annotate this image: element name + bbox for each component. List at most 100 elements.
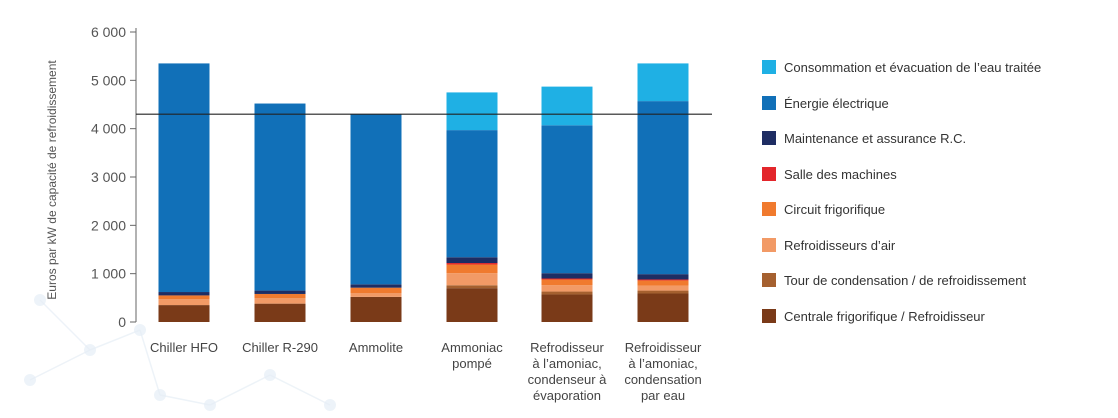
bar-segment	[254, 103, 306, 291]
decoration-edge	[139, 329, 161, 396]
x-category-label-line: condensation	[624, 372, 701, 387]
bar-segment	[158, 295, 210, 300]
background-network-decoration	[24, 294, 336, 411]
y-axis-title: Euros par kW de capacité de refroidissem…	[45, 60, 59, 300]
x-category-label-line: évaporation	[533, 388, 601, 403]
legend-label: Consommation et évacuation de l’eau trai…	[784, 59, 1042, 75]
decoration-edge	[159, 394, 211, 406]
bar-segment	[158, 292, 210, 296]
x-category-label: Chiller R-290	[242, 340, 318, 355]
y-tick-label: 2 000	[91, 217, 126, 233]
x-category-label-line: par eau	[641, 388, 685, 403]
bar-segment	[541, 279, 593, 286]
bar-segment	[637, 285, 689, 291]
legend-item: Maintenance et assurance R.C.	[762, 129, 966, 147]
y-tick-label: 3 000	[91, 169, 126, 185]
bar-segment	[541, 125, 593, 274]
y-tick-label: 0	[118, 314, 126, 330]
bar-segment	[637, 280, 689, 286]
bar-segment	[446, 92, 498, 131]
bar-segment	[541, 291, 593, 295]
x-category-label-line: Refrodisseur	[530, 340, 604, 355]
legend-label: Tour de condensation / de refroidissemen…	[784, 272, 1027, 288]
x-axis-labels: Chiller HFO Chiller R-290 Ammolite Ammoniac…	[150, 340, 702, 403]
decoration-edge	[269, 374, 331, 406]
legend-label: Circuit frigorifique	[784, 201, 886, 217]
bar-segment	[350, 284, 402, 288]
x-category-label-line: à l’amoniac,	[532, 356, 601, 371]
x-category-label-line: pompé	[452, 356, 492, 371]
bar-segment	[541, 86, 593, 126]
legend-swatch	[762, 167, 776, 181]
y-tick-label: 1 000	[91, 266, 126, 282]
legend-swatch	[762, 273, 776, 287]
legend-item: Tour de condensation / de refroidissemen…	[762, 271, 1026, 289]
legend-swatch	[762, 60, 776, 74]
legend-item: Refroidisseurs d’air	[762, 236, 895, 254]
x-category-label: Ammolite	[349, 340, 403, 355]
legend-swatch	[762, 131, 776, 145]
legend-label: Salle des machines	[784, 166, 897, 182]
x-category-label: Chiller HFO	[150, 340, 218, 355]
legend-swatch	[762, 202, 776, 216]
bar-segment	[541, 278, 593, 280]
bar-segment	[350, 114, 402, 285]
bar-segment	[446, 273, 498, 286]
bar-segment	[254, 303, 306, 322]
decoration-edge	[39, 299, 91, 351]
bar-segment	[541, 285, 593, 292]
legend-label: Énergie électrique	[784, 95, 889, 111]
bar-segment	[637, 290, 689, 294]
legend-swatch	[762, 309, 776, 323]
bar-segment	[446, 285, 498, 289]
bar-segment	[350, 296, 402, 322]
bar-segment	[446, 288, 498, 322]
bar-segment	[637, 279, 689, 281]
x-category-label-line: à l’amoniac,	[628, 356, 697, 371]
legend-item: Salle des machines	[762, 165, 897, 183]
bar-segment	[446, 130, 498, 258]
legend-label: Maintenance et assurance R.C.	[784, 130, 967, 146]
bar-segment	[158, 63, 210, 293]
bar-segment	[350, 293, 402, 297]
legend-item: Circuit frigorifique	[762, 200, 885, 218]
legend-label: Refroidisseurs d’air	[784, 237, 896, 253]
legend-swatch	[762, 238, 776, 252]
x-category-label-line: Refroidisseur	[625, 340, 702, 355]
bar-segment	[541, 273, 593, 279]
legend-item: Centrale frigorifique / Refroidisseur	[762, 307, 985, 325]
bars-group	[158, 63, 689, 322]
legend-label: Centrale frigorifique / Refroidisseur	[784, 308, 985, 324]
decoration-edge	[29, 349, 91, 381]
x-category-label-line: Chiller R-290	[242, 340, 318, 355]
legend-swatch	[762, 96, 776, 110]
x-category-label-line: condenseur à	[528, 372, 608, 387]
x-category-label: Refrodisseur à l’amoniac, condenseur à évap…	[528, 340, 608, 403]
bar-segment	[254, 290, 306, 294]
bar-segment	[158, 299, 210, 306]
y-axis: 0 1 000 2 000 3 000 4 000 5 000 6 000	[91, 24, 137, 330]
bar-segment	[637, 63, 689, 102]
x-category-label-line: Chiller HFO	[150, 340, 218, 355]
legend-item: Consommation et évacuation de l’eau trai…	[762, 58, 1041, 76]
legend-item: Énergie électrique	[762, 94, 889, 112]
bar-segment	[254, 298, 306, 304]
bar-segment	[446, 263, 498, 265]
bar-segment	[541, 294, 593, 322]
x-category-label: Ammoniac pompé	[441, 340, 503, 371]
y-tick-label: 4 000	[91, 121, 126, 137]
decoration-edge	[209, 374, 271, 406]
bar-segment	[350, 287, 402, 293]
y-tick-label: 6 000	[91, 24, 126, 40]
bar-segment	[446, 257, 498, 264]
x-category-label: Refroidisseur à l’amoniac, condensation par…	[624, 340, 702, 403]
bar-segment	[158, 305, 210, 322]
bar-segment	[637, 293, 689, 322]
bar-segment	[637, 101, 689, 275]
bar-segment	[446, 264, 498, 274]
bar-segment	[637, 274, 689, 280]
x-category-label-line: Ammolite	[349, 340, 403, 355]
decoration-edge	[89, 329, 141, 351]
x-category-label-line: Ammoniac	[441, 340, 503, 355]
